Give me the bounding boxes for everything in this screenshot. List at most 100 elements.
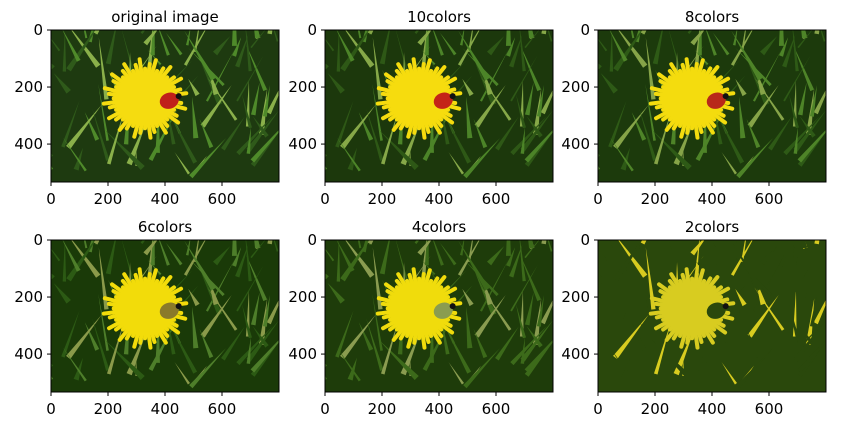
image-region: [327, 283, 345, 304]
image-region: [487, 246, 505, 266]
image-region: [809, 295, 817, 327]
image-region: [92, 318, 110, 371]
image-region: [747, 85, 779, 128]
image-region: [62, 30, 81, 62]
image-region: [98, 37, 109, 100]
image-region: [358, 112, 374, 141]
x-tick-label: 0: [46, 190, 56, 208]
image-region: [189, 348, 227, 389]
image-region: [379, 240, 390, 275]
image-region: [116, 71, 174, 126]
image-region: [481, 287, 512, 331]
image-region: [652, 30, 663, 65]
image-region: [221, 326, 245, 361]
image-region: [600, 283, 618, 304]
image-region: [640, 30, 647, 35]
x-tick-label: 600: [208, 190, 237, 208]
image-region: [246, 254, 268, 302]
image-region: [645, 37, 656, 100]
image-region: [357, 30, 362, 39]
image-region: [51, 63, 55, 70]
image-region: [668, 30, 684, 82]
y-tick-label: 400: [288, 345, 317, 363]
image: [325, 240, 553, 392]
image-region: [140, 240, 146, 244]
image-region: [598, 153, 601, 158]
image-region: [432, 30, 444, 56]
image-region: [526, 115, 543, 138]
image-region: [325, 63, 329, 70]
image-region: [439, 32, 457, 56]
image-region: [158, 240, 170, 266]
image-region: [793, 320, 826, 362]
image-region: [608, 310, 627, 358]
image-region: [609, 137, 634, 172]
image-region: [199, 328, 214, 359]
image-region: [618, 240, 648, 278]
image-region: [147, 49, 162, 66]
image-region: [768, 326, 792, 361]
x-tick-label: 0: [593, 400, 603, 418]
image: [598, 240, 826, 392]
x-tick-label: 600: [755, 190, 784, 208]
image-region: [532, 88, 542, 135]
image-region: [797, 129, 826, 163]
image-region: [367, 30, 374, 35]
image-region: [463, 348, 501, 389]
image: [51, 30, 279, 182]
axes-title: 8colors: [685, 8, 739, 26]
image-region: [520, 110, 553, 152]
image-region: [357, 240, 362, 249]
image-region: [165, 32, 183, 56]
image-region: [613, 104, 649, 150]
image-region: [640, 240, 647, 245]
image-region: [150, 240, 155, 266]
image-region: [159, 302, 179, 319]
image-region: [441, 110, 472, 164]
image-region: [231, 240, 237, 256]
image-region: [325, 248, 335, 262]
image-region: [663, 71, 721, 126]
image-region: [528, 240, 534, 249]
image-region: [524, 292, 534, 326]
image-region: [760, 246, 778, 266]
image-region: [630, 240, 635, 249]
image-region: [598, 248, 608, 262]
image-region: [782, 34, 796, 68]
image-region: [645, 293, 656, 351]
image-region: [336, 240, 355, 272]
y-tick-label: 400: [561, 135, 590, 153]
image-region: [95, 240, 98, 245]
image-region: [814, 240, 820, 245]
image-region: [258, 88, 268, 135]
image-region: [51, 363, 54, 368]
image-region: [792, 240, 799, 282]
image-region: [51, 153, 54, 158]
image-region: [782, 244, 796, 278]
image-region: [739, 96, 746, 139]
x-tick-label: 0: [320, 400, 330, 418]
image-region: [721, 152, 737, 175]
image-region: [792, 30, 799, 72]
image-region: [325, 165, 328, 170]
image-region: [158, 30, 170, 56]
image-region: [235, 244, 249, 278]
axes-title: 2colors: [685, 218, 739, 236]
image-region: [747, 295, 779, 338]
x-tick-label: 600: [208, 400, 237, 418]
x-tick-label: 200: [94, 400, 123, 418]
image-region: [184, 30, 216, 81]
image-region: [71, 240, 101, 278]
image-region: [340, 314, 376, 360]
image-region: [510, 115, 548, 156]
image-region: [645, 83, 656, 141]
x-tick-label: 200: [368, 190, 397, 208]
image-region: [106, 319, 125, 375]
image-region: [53, 283, 71, 304]
image-region: [687, 30, 693, 34]
image-region: [509, 34, 523, 68]
image-region: [266, 89, 279, 115]
image-region: [250, 129, 279, 163]
image-region: [722, 93, 729, 100]
